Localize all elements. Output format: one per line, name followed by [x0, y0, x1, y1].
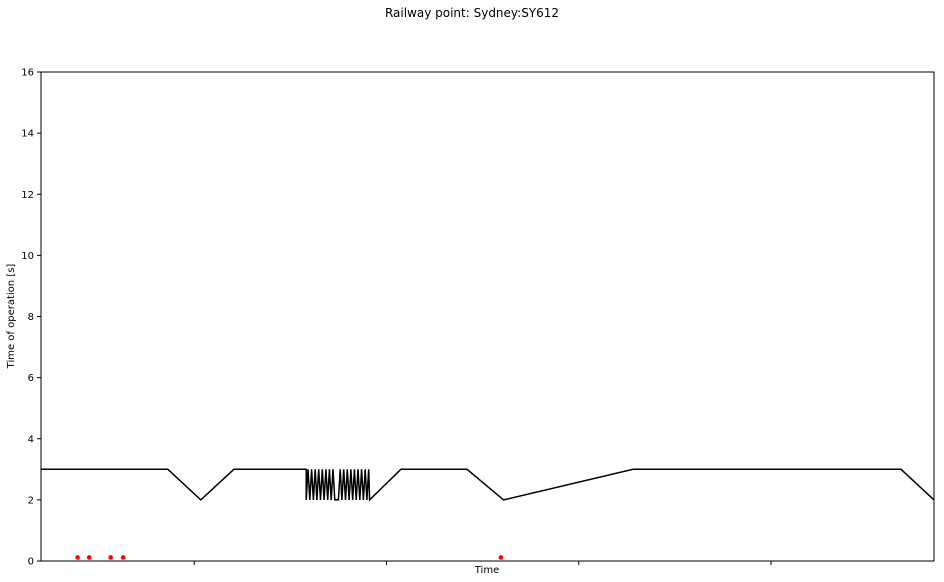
y-tick-label: 0: [28, 557, 34, 568]
scatter-point: [498, 555, 504, 560]
y-tick-label: 2: [28, 495, 34, 506]
y-tick-label: 14: [21, 129, 34, 140]
y-tick-label: 4: [28, 434, 34, 445]
scatter-point: [75, 555, 80, 560]
series-line: [41, 468, 935, 502]
scatter-point: [108, 555, 113, 560]
x-axis: [193, 561, 772, 565]
y-tick-label: 10: [21, 251, 34, 262]
y-tick-label: 16: [21, 68, 34, 79]
y-tick-label: 6: [28, 373, 34, 384]
y-tick-label: 8: [28, 312, 34, 323]
scatter-point: [86, 555, 92, 560]
x-axis-label: Time: [474, 565, 499, 576]
y-tick-label: 12: [21, 190, 34, 201]
scatter-point: [120, 555, 126, 560]
y-axis-label: Time of operation [s]: [6, 264, 17, 370]
plot-series: [41, 468, 935, 560]
y-axis: 0 2 4 6 8 10 12 14 16: [21, 68, 41, 568]
chart-title: Railway point: Sydney:SY612: [385, 6, 559, 20]
plot-frame: [40, 71, 935, 562]
